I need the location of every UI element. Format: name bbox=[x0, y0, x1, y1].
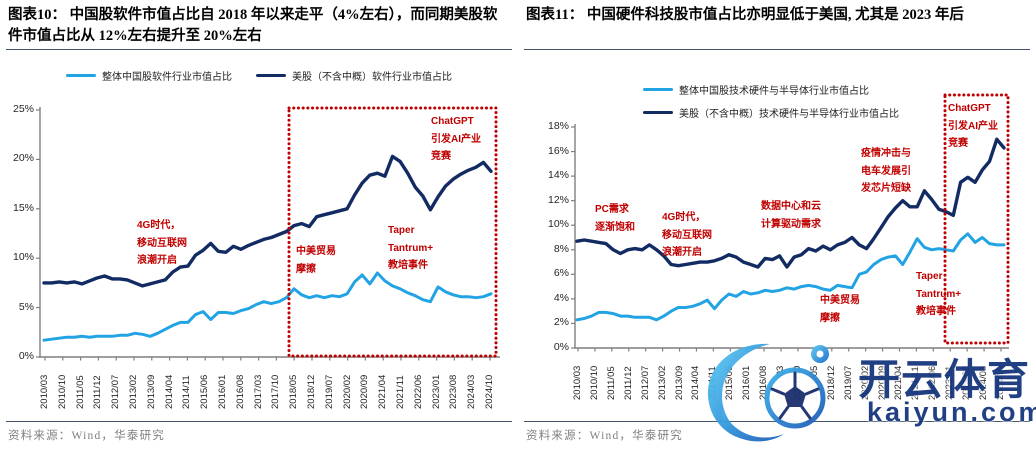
x-axis-tick-label: 2011/05 bbox=[74, 375, 86, 409]
legend-label: 美股（不含中概）技术硬件与半导体行业市值占比 bbox=[679, 109, 899, 120]
x-axis-tick-label: 2022/06 bbox=[412, 374, 424, 409]
watermark-brand-text: 开云体育 bbox=[858, 356, 1031, 403]
legend-line-swatch bbox=[66, 73, 96, 78]
chart-annotation: Taper Tantrum+ 教培事件 bbox=[388, 225, 434, 271]
y-axis-tick-label: 15% bbox=[12, 201, 34, 214]
x-axis-tick-label: 2013/02 bbox=[128, 374, 139, 409]
x-axis-tick-label: 2023/08 bbox=[448, 374, 460, 409]
x-axis-tick-label: 2023/01 bbox=[430, 374, 442, 409]
legend-item-0: 整体中国股软件行业市值占比 bbox=[66, 68, 232, 83]
x-axis-tick-label: 2014/11 bbox=[181, 375, 193, 409]
legend-label: 整体中国股软件行业市值占比 bbox=[102, 72, 232, 83]
y-axis-tick-label: 4% bbox=[553, 291, 569, 304]
chart-annotation: ChatGPT 引发AI产业 竞赛 bbox=[431, 116, 481, 162]
figure-10-legend: 整体中国股软件行业市值占比 美股（不含中概）软件行业市值占比 bbox=[0, 68, 518, 83]
y-axis-tick-label: 10% bbox=[12, 251, 34, 264]
figure-11-title: 图表11： 中国硬件科技股市值占比亦明显低于美国, 尤其是 2023 年后 bbox=[526, 7, 964, 23]
x-axis-tick-label: 2024/03 bbox=[466, 374, 478, 409]
x-axis-tick-label: 2011/05 bbox=[605, 366, 617, 400]
highlight-dotted-box bbox=[943, 93, 1010, 345]
figure-10-plot bbox=[36, 106, 500, 361]
y-axis-tick-label: 5% bbox=[18, 300, 34, 313]
chart-annotation: PC需求 逐渐饱和 bbox=[595, 204, 635, 233]
x-axis-tick-label: 2010/10 bbox=[56, 374, 68, 409]
figure-11-plot bbox=[571, 93, 1010, 352]
legend-item-1: 美股（不含中概）软件行业市值占比 bbox=[256, 68, 452, 83]
x-axis-tick-label: 2010/03 bbox=[39, 374, 50, 409]
x-axis-tick-label: 2018/05 bbox=[288, 374, 300, 409]
highlight-dotted-box bbox=[287, 106, 498, 358]
y-axis-tick-label: 14% bbox=[547, 169, 569, 182]
chart-annotation: 4G时代， 移动互联网 浪潮开启 bbox=[662, 212, 712, 258]
x-axis-tick-label: 2013/09 bbox=[145, 374, 157, 409]
x-axis-tick-label: 2012/07 bbox=[639, 365, 651, 400]
y-axis-tick-label: 25% bbox=[12, 103, 34, 115]
x-axis-tick-label: 2010/10 bbox=[588, 365, 600, 400]
chart-annotation: 中美贸易 摩擦 bbox=[296, 246, 336, 275]
x-axis-tick-label: 2017/10 bbox=[270, 374, 282, 409]
figure-11-card: 图表11： 中国硬件科技股市值占比亦明显低于美国, 尤其是 2023 年后 整体… bbox=[518, 0, 1036, 450]
legend-line-swatch bbox=[643, 87, 673, 92]
y-axis-tick-label: 12% bbox=[547, 193, 569, 206]
chart-annotation: 4G时代， 移动互联网 浪潮开启 bbox=[137, 220, 187, 266]
x-axis-tick-label: 2016/08 bbox=[234, 374, 246, 409]
x-axis-tick-label: 2014/04 bbox=[163, 374, 175, 409]
y-axis-tick-label: 16% bbox=[547, 144, 569, 157]
y-axis-tick-label: 10% bbox=[547, 218, 569, 231]
figure-10-title: 图表10： 中国股软件市值占比自 2018 年以来走平（4%左右），而同期美股软… bbox=[8, 7, 498, 45]
chart-annotation: 中美贸易 摩擦 bbox=[820, 295, 860, 324]
figure-11-legend: 整体中国股技术硬件与半导体行业市值占比美股（不含中概）技术硬件与半导体行业市值占… bbox=[643, 82, 899, 120]
chart-annotation: Taper Tantrum+ 教培事件 bbox=[916, 271, 962, 317]
source-note: 资料来源：Wind，华泰研究 bbox=[8, 430, 165, 442]
legend-label: 美股（不含中概）软件行业市值占比 bbox=[292, 72, 452, 83]
figure-10-card: 图表10： 中国股软件市值占比自 2018 年以来走平（4%左右），而同期美股软… bbox=[0, 7, 518, 442]
x-axis-tick-label: 2020/09 bbox=[359, 374, 371, 409]
legend-line-swatch bbox=[643, 110, 673, 115]
chart-annotation: 数据中心和云 计算驱动需求 bbox=[761, 201, 821, 230]
x-axis-tick-label: 2020/02 bbox=[341, 374, 353, 409]
kaiyun-watermark: 开云体育 kaiyun.com bbox=[695, 338, 1036, 450]
series-line-1 bbox=[42, 154, 493, 288]
title-divider bbox=[524, 49, 1030, 50]
x-axis-tick-label: 2019/07 bbox=[323, 374, 335, 409]
y-axis-tick-label: 8% bbox=[553, 242, 569, 255]
kaiyun-logo-icon bbox=[707, 343, 829, 442]
series-line-1 bbox=[575, 137, 1006, 269]
chart-annotation: ChatGPT 引发AI产业 竞赛 bbox=[948, 103, 998, 149]
title-divider bbox=[6, 49, 512, 50]
source-note: 资料来源：Wind，华泰研究 bbox=[526, 430, 683, 442]
x-axis-tick-label: 2015/06 bbox=[199, 374, 211, 409]
footer-divider bbox=[6, 421, 512, 422]
y-axis-tick-label: 20% bbox=[12, 152, 34, 165]
x-axis-tick-label: 2011/12 bbox=[622, 366, 634, 400]
x-axis-tick-label: 2011/12 bbox=[92, 375, 104, 409]
chart-annotation: 疫情冲击与 电车发展引 发芯片短缺 bbox=[861, 148, 911, 194]
series-line-0 bbox=[42, 271, 493, 342]
legend-item-0: 整体中国股技术硬件与半导体行业市值占比 bbox=[643, 82, 899, 97]
series-line-0 bbox=[575, 232, 1006, 322]
x-axis-tick-label: 2021/04 bbox=[377, 374, 389, 409]
y-axis-tick-label: 2% bbox=[553, 316, 569, 329]
x-axis-tick-label: 2016/01 bbox=[217, 374, 228, 409]
x-axis-tick-label: 2013/02 bbox=[656, 365, 668, 400]
y-axis-tick-label: 0% bbox=[553, 341, 569, 353]
y-axis-tick-label: 6% bbox=[553, 267, 569, 280]
legend-item-1: 美股（不含中概）技术硬件与半导体行业市值占比 bbox=[643, 105, 899, 120]
x-axis-tick-label: 2010/03 bbox=[572, 365, 583, 400]
y-axis-tick-label: 0% bbox=[18, 350, 34, 362]
y-axis-tick-label: 18% bbox=[547, 120, 569, 132]
x-axis-tick-label: 2024/10 bbox=[484, 374, 495, 409]
x-axis-tick-label: 2021/11 bbox=[395, 375, 406, 409]
x-axis-tick-label: 2017/03 bbox=[252, 374, 264, 409]
x-axis-tick-label: 2018/12 bbox=[306, 374, 317, 409]
legend-line-swatch bbox=[256, 73, 286, 78]
x-axis-tick-label: 2013/09 bbox=[673, 365, 685, 400]
watermark-domain-text: kaiyun.com bbox=[867, 397, 1036, 427]
x-axis-tick-label: 2012/07 bbox=[110, 374, 122, 409]
legend-label: 整体中国股技术硬件与半导体行业市值占比 bbox=[679, 86, 869, 97]
